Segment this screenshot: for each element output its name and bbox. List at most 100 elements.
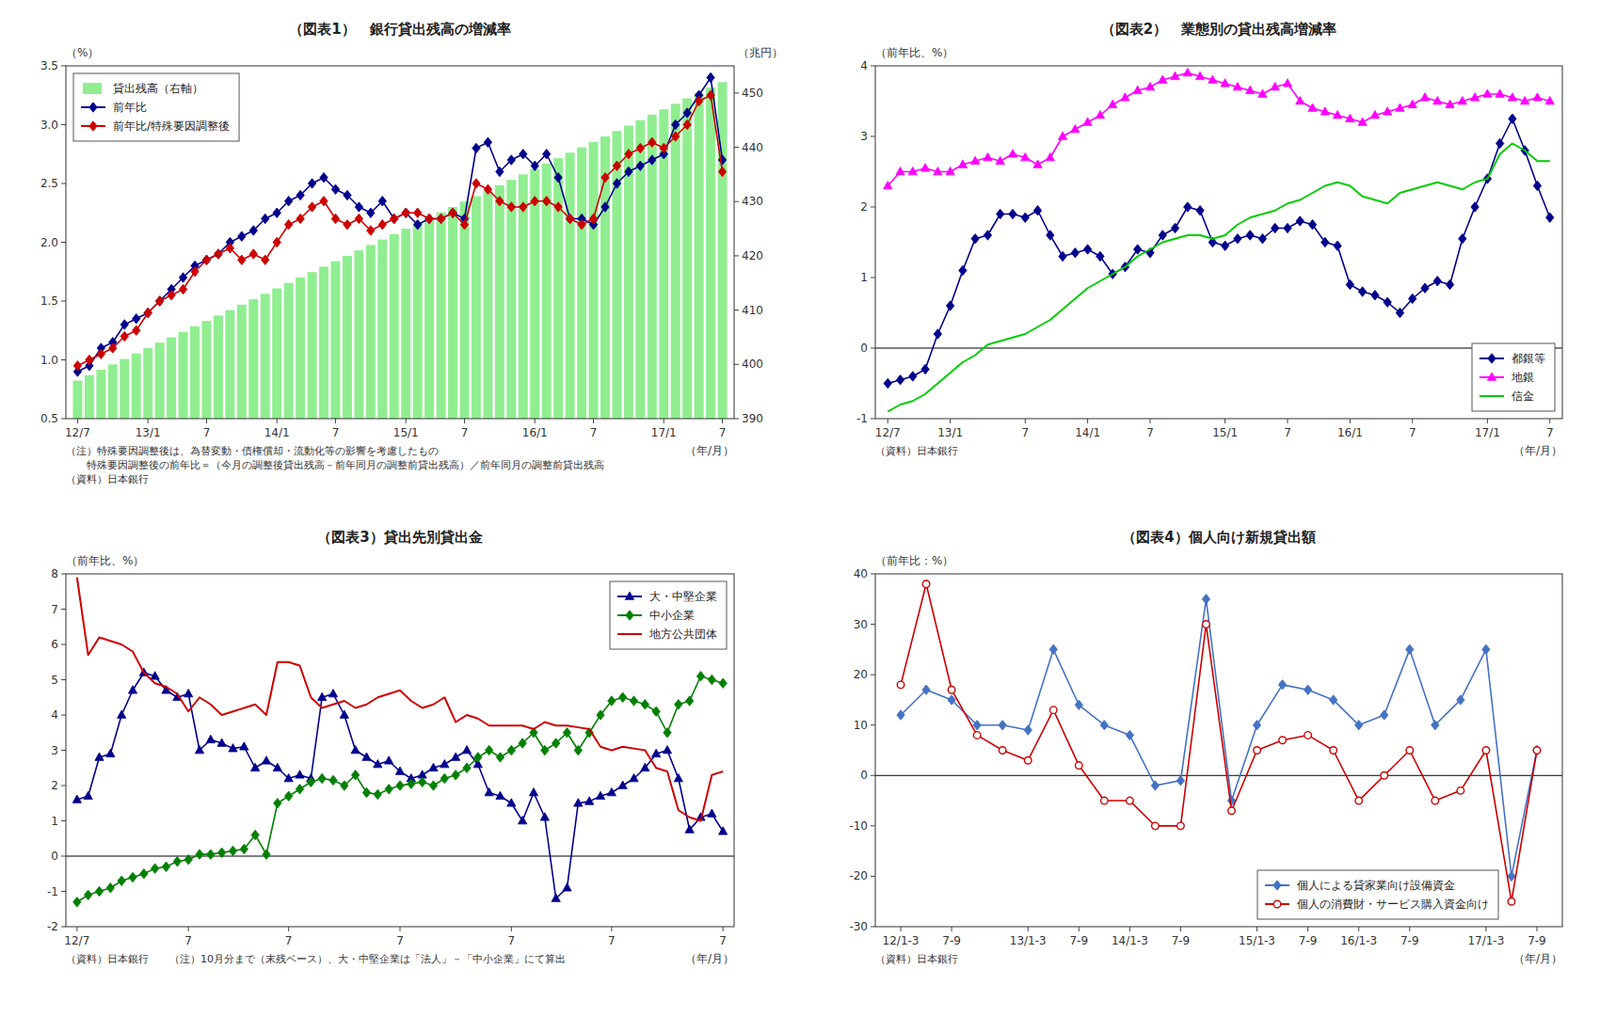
background — [0, 0, 1600, 1017]
point — [629, 696, 638, 707]
point — [296, 190, 304, 201]
point — [1345, 279, 1354, 290]
point — [624, 166, 633, 177]
point — [328, 688, 337, 697]
point — [507, 799, 516, 807]
point — [574, 745, 582, 756]
y-tick-label: 6 — [50, 638, 59, 652]
point — [451, 770, 460, 782]
point — [440, 759, 449, 768]
point — [883, 378, 892, 389]
y-tick-label: 3 — [50, 744, 59, 758]
y-tick-label: -20 — [848, 869, 868, 883]
point — [636, 160, 644, 172]
point — [1433, 96, 1442, 104]
point — [484, 745, 493, 756]
y-tick — [870, 775, 876, 777]
y-tick-label: 4 — [50, 708, 59, 722]
point — [1296, 96, 1305, 104]
point — [320, 173, 328, 184]
bar — [119, 359, 129, 419]
point — [329, 775, 337, 786]
x-tick — [1129, 927, 1131, 932]
legend: 都銀等地銀信金 — [1472, 343, 1555, 412]
point — [249, 225, 257, 237]
point — [1508, 113, 1517, 125]
chart-panel: -2-101234567812/7777777（図表3）貸出先別貸出金（前年比、… — [47, 528, 735, 966]
plot-area — [72, 577, 728, 908]
y2-tick — [734, 146, 739, 148]
x-tick-label: 7 — [719, 426, 727, 440]
x-tick-label: 7 — [608, 934, 616, 948]
point — [947, 686, 956, 694]
point — [518, 816, 528, 824]
point — [921, 364, 929, 375]
point — [706, 90, 715, 101]
x-tick-label: 13/1 — [135, 426, 161, 440]
x-tick — [1024, 418, 1026, 424]
point — [272, 763, 282, 771]
point — [261, 756, 271, 765]
x-tick — [1487, 418, 1488, 424]
point — [178, 272, 187, 284]
bar — [576, 147, 587, 419]
legend-marker — [625, 610, 634, 622]
point — [1258, 89, 1267, 97]
annotation: （資料）日本銀行 — [875, 953, 959, 966]
point — [284, 196, 292, 208]
point — [73, 361, 81, 372]
x-tick — [511, 927, 512, 932]
x-tick-label: 7 — [184, 934, 192, 948]
chart-panel: 0.51.01.52.02.53.03.53904004104204304404… — [40, 20, 784, 486]
x-tick-label: 12/7 — [64, 934, 90, 948]
x-tick — [592, 418, 594, 424]
point — [238, 255, 246, 266]
x-tick — [1224, 418, 1226, 424]
y2-tick-label: 390 — [741, 412, 764, 426]
y-tick — [61, 856, 66, 858]
point — [343, 190, 352, 201]
point — [1358, 287, 1366, 298]
x-tick-label: 7 — [1408, 426, 1417, 440]
x-tick — [77, 418, 79, 424]
bar — [460, 201, 470, 419]
y-tick-label: 7 — [50, 603, 59, 617]
line — [77, 672, 723, 899]
point — [407, 779, 416, 790]
y-axis-label: （前年比：%） — [875, 554, 954, 568]
point — [971, 156, 980, 164]
annotation: 特殊要因調整後の前年比＝（今月の調整後貸出残高－前年同月の調整前貸出残高）／前年… — [65, 459, 605, 472]
y-tick — [61, 359, 66, 361]
x-axis-label: （年/月） — [1513, 952, 1563, 966]
point — [496, 196, 504, 208]
point — [106, 883, 114, 895]
point — [483, 184, 492, 195]
point — [1201, 594, 1210, 606]
point — [85, 354, 94, 366]
x-tick-label: 7 — [461, 426, 469, 440]
y-tick-label: 10 — [853, 719, 868, 733]
y-tick-label: 20 — [853, 668, 868, 682]
point — [1320, 107, 1329, 115]
point — [685, 696, 693, 707]
bar — [295, 277, 305, 419]
point — [496, 752, 504, 764]
legend-label: 信金 — [1511, 389, 1535, 403]
legend-label: 地銀 — [1510, 370, 1535, 384]
point — [150, 864, 159, 875]
series — [887, 144, 1550, 413]
bar — [400, 228, 411, 419]
point — [496, 166, 504, 177]
point — [718, 166, 726, 177]
bar — [377, 240, 387, 419]
point — [996, 208, 1005, 220]
point — [1333, 240, 1342, 252]
series — [896, 580, 1540, 906]
point — [191, 267, 199, 278]
point — [1024, 725, 1032, 736]
y-tick-label: -10 — [848, 819, 868, 833]
point — [1308, 103, 1317, 112]
y-tick — [61, 65, 66, 67]
bar — [131, 353, 142, 419]
point — [707, 809, 717, 817]
